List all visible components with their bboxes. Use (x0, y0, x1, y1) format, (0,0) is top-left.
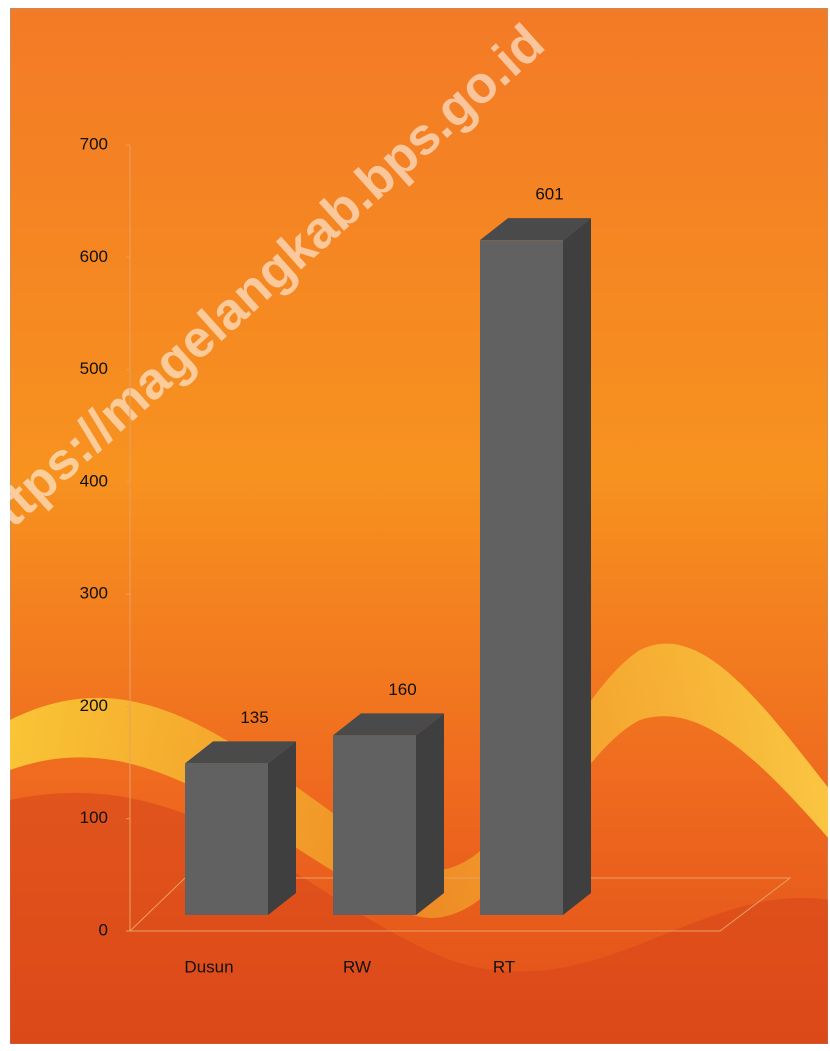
bar (480, 240, 563, 916)
bar-top (333, 713, 444, 736)
y-tick-label: 200 (80, 696, 108, 715)
y-tick-label: 600 (80, 247, 108, 266)
bar (185, 763, 268, 915)
wave (10, 643, 828, 918)
y-tick-label: 500 (80, 359, 108, 378)
plot-area: https://magelangkab.bps.go.id (10, 8, 828, 1044)
bar-side (268, 741, 296, 915)
x-tick-label: RT (493, 957, 515, 976)
x-tick-label: Dusun (184, 957, 233, 976)
y-tick-label: 400 (80, 471, 108, 490)
y-tick-label: 100 (80, 808, 108, 827)
value-label: 135 (240, 708, 268, 727)
y-tick-label: 300 (80, 584, 108, 603)
bar (333, 735, 416, 915)
value-label: 160 (388, 680, 416, 699)
bar-top (480, 218, 591, 241)
bar-top (185, 741, 296, 764)
y-tick-label: 700 (80, 134, 108, 153)
bar-side (416, 713, 444, 915)
floor (128, 877, 792, 932)
y-tick-label: 0 (99, 920, 108, 939)
x-tick-label: RW (343, 957, 371, 976)
value-label: 601 (535, 185, 563, 204)
bar-side (563, 218, 591, 916)
